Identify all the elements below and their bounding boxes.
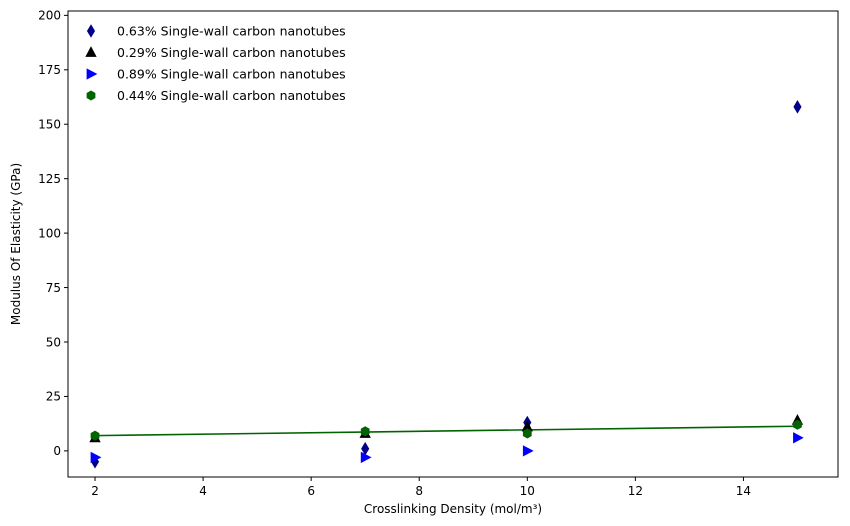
x-axis-label: Crosslinking Density (mol/m³): [364, 502, 542, 516]
x-tick-label: 8: [415, 484, 423, 498]
legend-label: 0.63% Single-wall carbon nanotubes: [117, 24, 346, 39]
x-tick-label: 6: [307, 484, 315, 498]
data-point: [522, 428, 532, 439]
y-tick-label: 0: [53, 444, 61, 458]
y-tick-label: 75: [46, 281, 61, 295]
y-tick-label: 100: [38, 226, 61, 240]
legend-item: 0.44% Single-wall carbon nanotubes: [86, 88, 346, 103]
y-tick-label: 200: [38, 9, 61, 23]
legend: 0.63% Single-wall carbon nanotubes 0.29% …: [85, 24, 346, 103]
y-tick-label: 175: [38, 63, 61, 77]
legend-item: 0.89% Single-wall carbon nanotubes: [86, 67, 346, 82]
x-tick-label: 2: [91, 484, 99, 498]
legend-label: 0.44% Single-wall carbon nanotubes: [117, 88, 346, 103]
legend-marker: [86, 90, 96, 101]
legend-label: 0.89% Single-wall carbon nanotubes: [117, 67, 346, 82]
data-points-layer: [89, 100, 804, 469]
x-tick-label: 12: [628, 484, 643, 498]
x-tick-label: 14: [736, 484, 751, 498]
y-tick-label: 50: [46, 335, 61, 349]
y-axis-ticks: 0 25 50 75 100 125 150 175 200: [38, 9, 68, 458]
x-tick-label: 10: [520, 484, 535, 498]
data-point: [793, 419, 802, 430]
y-tick-label: 150: [38, 118, 61, 132]
legend-item: 0.63% Single-wall carbon nanotubes: [86, 24, 346, 39]
data-point: [360, 426, 370, 437]
plot-area: [68, 11, 838, 477]
y-axis-label: Modulus Of Elasticity (GPa): [9, 163, 23, 325]
trend-line-layer: [95, 425, 798, 437]
series-0-89-single-wall-carbon-nanotubes: [90, 432, 804, 464]
data-point: [522, 445, 534, 457]
legend-marker: [86, 24, 96, 38]
trend-line: [95, 425, 798, 437]
legend-marker: [86, 68, 98, 80]
plot-frame: [67, 10, 839, 478]
data-point: [793, 100, 802, 114]
x-axis-ticks: 2 4 6 8 10 12 14: [91, 477, 751, 498]
data-point: [90, 451, 102, 464]
data-point: [360, 451, 372, 464]
x-tick-label: 4: [199, 484, 207, 498]
series-0-44-single-wall-carbon-nanotubes: [90, 419, 802, 441]
legend-item: 0.29% Single-wall carbon nanotubes: [85, 45, 346, 60]
y-tick-label: 125: [38, 172, 61, 186]
legend-marker: [85, 46, 97, 57]
legend-label: 0.29% Single-wall carbon nanotubes: [117, 45, 346, 60]
y-tick-label: 25: [46, 390, 61, 404]
data-point: [90, 430, 100, 441]
data-point: [793, 432, 804, 444]
